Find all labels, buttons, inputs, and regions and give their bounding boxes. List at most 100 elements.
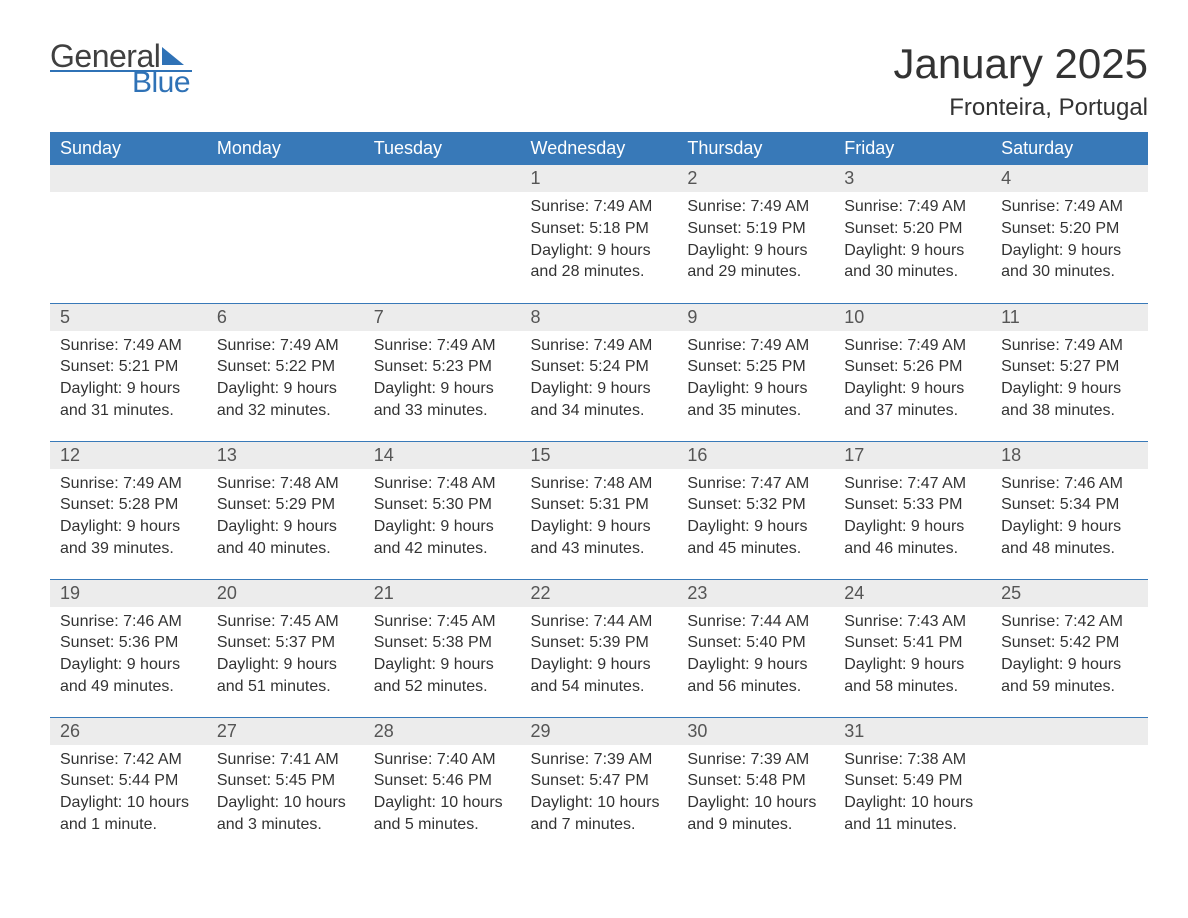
day-details: Sunrise: 7:44 AMSunset: 5:39 PMDaylight:… <box>521 607 678 703</box>
calendar-day-cell: 7Sunrise: 7:49 AMSunset: 5:23 PMDaylight… <box>364 303 521 441</box>
weekday-header: Sunday <box>50 132 207 165</box>
day-daylight1: Daylight: 9 hours <box>687 378 824 400</box>
calendar-week-row: 1Sunrise: 7:49 AMSunset: 5:18 PMDaylight… <box>50 165 1148 303</box>
day-daylight2: and 34 minutes. <box>531 400 668 422</box>
day-details: Sunrise: 7:45 AMSunset: 5:37 PMDaylight:… <box>207 607 364 703</box>
day-details: Sunrise: 7:48 AMSunset: 5:29 PMDaylight:… <box>207 469 364 565</box>
day-daylight1: Daylight: 10 hours <box>687 792 824 814</box>
day-details: Sunrise: 7:49 AMSunset: 5:24 PMDaylight:… <box>521 331 678 427</box>
calendar-day-cell <box>50 165 207 303</box>
day-number: 23 <box>677 580 834 607</box>
weekday-header: Thursday <box>677 132 834 165</box>
day-details: Sunrise: 7:48 AMSunset: 5:30 PMDaylight:… <box>364 469 521 565</box>
day-daylight2: and 43 minutes. <box>531 538 668 560</box>
day-number: 13 <box>207 442 364 469</box>
calendar-week-row: 12Sunrise: 7:49 AMSunset: 5:28 PMDayligh… <box>50 441 1148 579</box>
day-sunrise: Sunrise: 7:47 AM <box>687 473 824 495</box>
day-daylight2: and 48 minutes. <box>1001 538 1138 560</box>
day-daylight2: and 9 minutes. <box>687 814 824 836</box>
calendar-day-cell: 30Sunrise: 7:39 AMSunset: 5:48 PMDayligh… <box>677 717 834 855</box>
day-daylight1: Daylight: 9 hours <box>1001 240 1138 262</box>
calendar-day-cell <box>991 717 1148 855</box>
day-number <box>364 165 521 192</box>
day-number: 9 <box>677 304 834 331</box>
day-sunset: Sunset: 5:24 PM <box>531 356 668 378</box>
day-daylight2: and 56 minutes. <box>687 676 824 698</box>
calendar-day-cell: 10Sunrise: 7:49 AMSunset: 5:26 PMDayligh… <box>834 303 991 441</box>
day-details: Sunrise: 7:49 AMSunset: 5:19 PMDaylight:… <box>677 192 834 288</box>
day-sunset: Sunset: 5:42 PM <box>1001 632 1138 654</box>
calendar-day-cell: 31Sunrise: 7:38 AMSunset: 5:49 PMDayligh… <box>834 717 991 855</box>
day-sunrise: Sunrise: 7:46 AM <box>1001 473 1138 495</box>
day-daylight2: and 46 minutes. <box>844 538 981 560</box>
day-details: Sunrise: 7:39 AMSunset: 5:47 PMDaylight:… <box>521 745 678 841</box>
calendar-day-cell: 22Sunrise: 7:44 AMSunset: 5:39 PMDayligh… <box>521 579 678 717</box>
day-details: Sunrise: 7:48 AMSunset: 5:31 PMDaylight:… <box>521 469 678 565</box>
day-sunrise: Sunrise: 7:39 AM <box>531 749 668 771</box>
day-daylight1: Daylight: 9 hours <box>1001 378 1138 400</box>
calendar-day-cell: 5Sunrise: 7:49 AMSunset: 5:21 PMDaylight… <box>50 303 207 441</box>
day-details: Sunrise: 7:46 AMSunset: 5:34 PMDaylight:… <box>991 469 1148 565</box>
day-daylight2: and 54 minutes. <box>531 676 668 698</box>
day-sunset: Sunset: 5:36 PM <box>60 632 197 654</box>
calendar-day-cell: 16Sunrise: 7:47 AMSunset: 5:32 PMDayligh… <box>677 441 834 579</box>
day-number: 31 <box>834 718 991 745</box>
day-sunrise: Sunrise: 7:42 AM <box>60 749 197 771</box>
day-details: Sunrise: 7:49 AMSunset: 5:26 PMDaylight:… <box>834 331 991 427</box>
day-daylight2: and 30 minutes. <box>844 261 981 283</box>
day-daylight2: and 59 minutes. <box>1001 676 1138 698</box>
day-number <box>50 165 207 192</box>
day-number: 15 <box>521 442 678 469</box>
day-daylight2: and 11 minutes. <box>844 814 981 836</box>
day-daylight1: Daylight: 9 hours <box>217 378 354 400</box>
day-sunset: Sunset: 5:39 PM <box>531 632 668 654</box>
calendar-day-cell: 19Sunrise: 7:46 AMSunset: 5:36 PMDayligh… <box>50 579 207 717</box>
day-sunset: Sunset: 5:46 PM <box>374 770 511 792</box>
day-daylight1: Daylight: 9 hours <box>60 654 197 676</box>
day-daylight1: Daylight: 9 hours <box>844 516 981 538</box>
day-sunrise: Sunrise: 7:49 AM <box>60 473 197 495</box>
day-daylight1: Daylight: 9 hours <box>844 654 981 676</box>
day-sunset: Sunset: 5:47 PM <box>531 770 668 792</box>
calendar-day-cell: 29Sunrise: 7:39 AMSunset: 5:47 PMDayligh… <box>521 717 678 855</box>
day-number: 16 <box>677 442 834 469</box>
calendar-day-cell <box>207 165 364 303</box>
day-sunset: Sunset: 5:20 PM <box>1001 218 1138 240</box>
calendar-week-row: 26Sunrise: 7:42 AMSunset: 5:44 PMDayligh… <box>50 717 1148 855</box>
day-daylight2: and 40 minutes. <box>217 538 354 560</box>
day-sunrise: Sunrise: 7:47 AM <box>844 473 981 495</box>
day-sunrise: Sunrise: 7:48 AM <box>531 473 668 495</box>
day-sunrise: Sunrise: 7:49 AM <box>844 196 981 218</box>
day-daylight1: Daylight: 9 hours <box>60 378 197 400</box>
day-details: Sunrise: 7:47 AMSunset: 5:33 PMDaylight:… <box>834 469 991 565</box>
day-number: 25 <box>991 580 1148 607</box>
day-number <box>991 718 1148 745</box>
weekday-header: Tuesday <box>364 132 521 165</box>
day-details: Sunrise: 7:42 AMSunset: 5:44 PMDaylight:… <box>50 745 207 841</box>
day-details: Sunrise: 7:49 AMSunset: 5:20 PMDaylight:… <box>834 192 991 288</box>
day-sunset: Sunset: 5:23 PM <box>374 356 511 378</box>
day-sunset: Sunset: 5:49 PM <box>844 770 981 792</box>
day-daylight2: and 5 minutes. <box>374 814 511 836</box>
day-number: 5 <box>50 304 207 331</box>
day-number: 3 <box>834 165 991 192</box>
day-daylight1: Daylight: 10 hours <box>844 792 981 814</box>
calendar-day-cell: 14Sunrise: 7:48 AMSunset: 5:30 PMDayligh… <box>364 441 521 579</box>
day-sunrise: Sunrise: 7:49 AM <box>374 335 511 357</box>
calendar-day-cell: 1Sunrise: 7:49 AMSunset: 5:18 PMDaylight… <box>521 165 678 303</box>
calendar-week-row: 19Sunrise: 7:46 AMSunset: 5:36 PMDayligh… <box>50 579 1148 717</box>
calendar-day-cell: 26Sunrise: 7:42 AMSunset: 5:44 PMDayligh… <box>50 717 207 855</box>
day-number: 10 <box>834 304 991 331</box>
day-daylight2: and 58 minutes. <box>844 676 981 698</box>
day-number: 27 <box>207 718 364 745</box>
day-number: 24 <box>834 580 991 607</box>
day-sunrise: Sunrise: 7:49 AM <box>844 335 981 357</box>
location-label: Fronteira, Portugal <box>893 94 1148 122</box>
day-sunrise: Sunrise: 7:48 AM <box>374 473 511 495</box>
day-sunrise: Sunrise: 7:49 AM <box>531 335 668 357</box>
day-daylight1: Daylight: 10 hours <box>217 792 354 814</box>
header-bar: General Blue January 2025 Fronteira, Por… <box>50 40 1148 122</box>
day-sunset: Sunset: 5:38 PM <box>374 632 511 654</box>
day-sunset: Sunset: 5:30 PM <box>374 494 511 516</box>
day-number: 12 <box>50 442 207 469</box>
